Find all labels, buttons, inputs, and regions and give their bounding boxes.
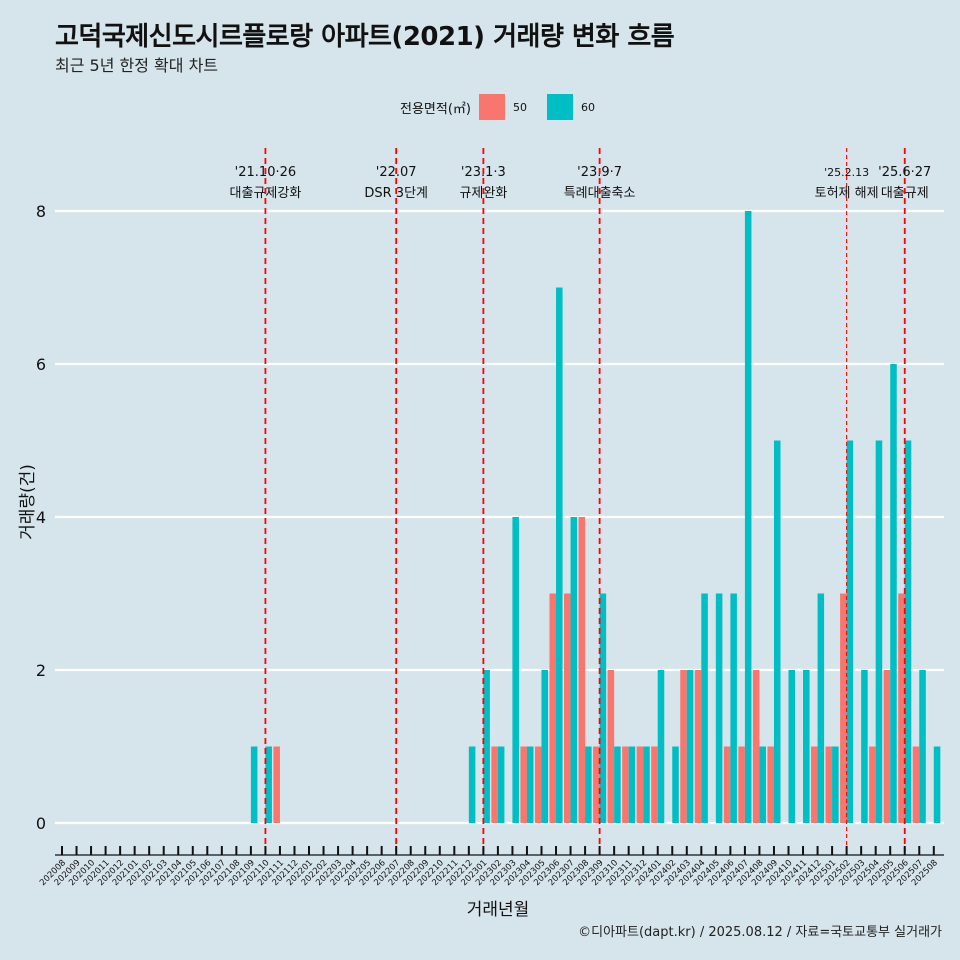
bar-60-202402 xyxy=(672,746,679,823)
bar-60-202405 xyxy=(715,593,723,823)
bar-60-202212 xyxy=(468,746,476,823)
legend-swatch-50 xyxy=(478,94,505,120)
y-tick-label: 0 xyxy=(36,814,46,833)
event-text-label: 규제완화 xyxy=(459,186,507,201)
bar-50-202406 xyxy=(723,746,731,823)
event-text-label: 토허제 해제 xyxy=(815,186,879,201)
bar-50-202305 xyxy=(534,746,542,823)
bar-60-202504 xyxy=(875,440,883,823)
bar-60-202409 xyxy=(773,440,781,823)
y-axis: 0 2 4 6 8 xyxy=(36,202,46,833)
legend-swatch-60 xyxy=(546,94,573,120)
bar-60-202110 xyxy=(265,746,272,823)
bar-60-202407 xyxy=(744,211,752,823)
event-text-label: 특례대출축소 xyxy=(564,186,636,201)
bar-60-202508 xyxy=(933,746,941,823)
legend: 전용면적(㎡) 50 60 xyxy=(400,92,615,122)
y-axis-label: 거래량(건) xyxy=(18,464,38,540)
event-lines xyxy=(264,148,906,852)
bar-50-202407 xyxy=(738,746,745,823)
x-axis: 2020082020092020102020112020122021012021… xyxy=(38,846,944,888)
bar-60-202303 xyxy=(512,517,519,823)
bar-50-202307 xyxy=(564,593,571,823)
bars xyxy=(250,211,941,823)
bar-60-202109 xyxy=(250,746,258,823)
bar-60-202411 xyxy=(803,670,810,823)
bar-50-202504 xyxy=(869,746,876,823)
bar-50-202308 xyxy=(578,517,586,823)
bar-50-202312 xyxy=(636,746,644,823)
event-date-label: '22.07 xyxy=(376,165,417,180)
bar-60-202312 xyxy=(643,746,650,823)
event-text-label: DSR 3단계 xyxy=(364,186,428,201)
bar-60-202501 xyxy=(832,746,839,823)
bar-50-202404 xyxy=(694,670,702,823)
bar-60-202306 xyxy=(556,287,563,823)
bar-50-202408 xyxy=(752,670,760,823)
bar-60-202305 xyxy=(541,670,549,823)
bar-50-202409 xyxy=(767,746,774,823)
bar-60-202311 xyxy=(628,746,636,823)
bar-60-202404 xyxy=(701,593,708,823)
bar-50-202306 xyxy=(549,593,557,823)
bar-50-202302 xyxy=(491,746,498,823)
bar-50-202403 xyxy=(680,670,687,823)
event-text-label: 대출규제강화 xyxy=(230,186,302,201)
bar-60-202401 xyxy=(657,670,665,823)
y-tick-label: 6 xyxy=(36,355,46,374)
bar-50-202501 xyxy=(825,746,833,823)
bar-60-202507 xyxy=(919,670,926,823)
y-tick-label: 2 xyxy=(36,661,46,680)
bar-50-202309 xyxy=(593,746,600,823)
bar-60-202403 xyxy=(686,670,694,823)
bar-60-202302 xyxy=(497,746,505,823)
bar-50-202311 xyxy=(622,746,629,823)
event-date-label: '21.10·26 xyxy=(235,165,296,180)
bar-60-202502 xyxy=(846,440,854,823)
event-text-label: 대출규제 xyxy=(881,186,929,201)
bar-60-202304 xyxy=(526,746,534,823)
event-date-label: '25.6·27 xyxy=(878,165,931,180)
event-date-label: '23.9·7 xyxy=(577,165,622,180)
bar-60-202310 xyxy=(614,746,621,823)
page-title: 고덕국제신도시르플로랑 아파트(2021) 거래량 변화 흐름 xyxy=(55,22,675,52)
bar-50-202507 xyxy=(912,746,920,823)
gridlines xyxy=(55,209,944,825)
page-subtitle: 최근 5년 한정 확대 차트 xyxy=(55,56,219,75)
legend-title: 전용면적(㎡) xyxy=(400,101,471,117)
bar-60-202506 xyxy=(904,440,912,823)
bar-60-202412 xyxy=(817,593,825,823)
bar-60-202301 xyxy=(483,670,490,823)
event-date-label: '25.2.13 xyxy=(824,166,869,179)
legend-label-60: 60 xyxy=(580,100,595,114)
y-tick-label: 4 xyxy=(36,508,46,527)
legend-label-50: 50 xyxy=(512,100,527,114)
bar-60-202408 xyxy=(759,746,766,823)
bar-50-202502 xyxy=(840,593,847,823)
y-tick-label: 8 xyxy=(36,202,46,221)
bar-60-202406 xyxy=(730,593,737,823)
bar-60-202308 xyxy=(585,746,592,823)
bar-60-202505 xyxy=(890,364,897,823)
bar-50-202505 xyxy=(883,670,891,823)
event-annotations: '21.10·26 대출규제강화 '22.07 DSR 3단계 '23.1·3 규제완화 '… xyxy=(230,165,932,201)
event-date-label: '23.1·3 xyxy=(461,165,506,180)
bar-60-202307 xyxy=(570,517,578,823)
bar-50-202310 xyxy=(607,670,615,823)
bar-50-202506 xyxy=(898,593,905,823)
x-axis-label: 거래년월 xyxy=(467,900,530,920)
bar-60-202309 xyxy=(599,593,607,823)
bar-50-202111 xyxy=(273,746,280,823)
bar-60-202410 xyxy=(788,670,796,823)
bar-50-202412 xyxy=(811,746,818,823)
source-caption: ©디아파트(dapt.kr) / 2025.08.12 / 자료=국토교통부 실… xyxy=(578,925,942,940)
bar-50-202304 xyxy=(520,746,527,823)
bar-50-202401 xyxy=(651,746,658,823)
bar-60-202503 xyxy=(861,670,868,823)
